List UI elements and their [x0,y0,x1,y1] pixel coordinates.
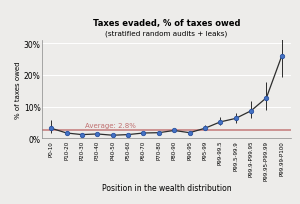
Point [187,131,192,135]
Point [141,132,146,135]
Point [218,121,223,124]
Y-axis label: % of taxes owed: % of taxes owed [15,61,21,118]
Point [80,133,84,136]
Point [202,127,207,130]
Text: (stratified random audits + leaks): (stratified random audits + leaks) [105,30,228,37]
Point [279,55,284,58]
Point [64,132,69,135]
Point [233,117,238,120]
Point [156,131,161,135]
Point [172,129,177,132]
Point [249,110,254,113]
Point [49,127,54,130]
Point [110,134,115,137]
Point [95,133,100,136]
Text: Average: 2.8%: Average: 2.8% [85,122,136,128]
X-axis label: Position in the wealth distribution: Position in the wealth distribution [102,183,231,192]
Text: Taxes evaded, % of taxes owed: Taxes evaded, % of taxes owed [93,19,240,28]
Point [264,97,269,100]
Point [126,133,130,136]
